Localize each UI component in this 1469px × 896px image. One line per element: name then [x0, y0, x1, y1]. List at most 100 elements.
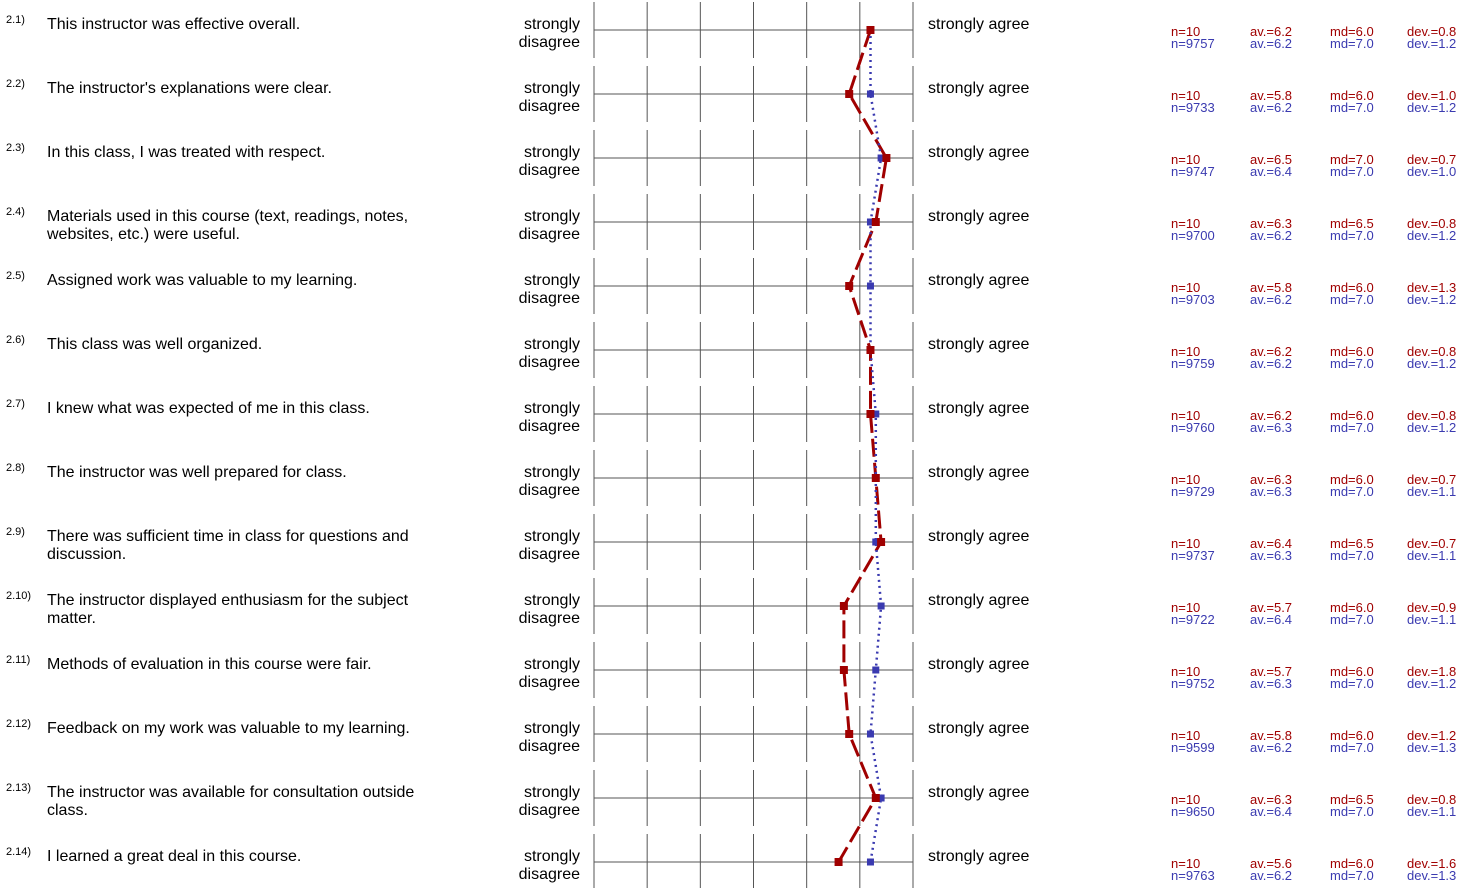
stat-n: n=9722: [1171, 612, 1215, 627]
stat-md: md=6.5: [1330, 216, 1374, 231]
stat-dev: dev.=1.2: [1407, 292, 1457, 307]
question-number: 2.7): [6, 398, 25, 410]
stat-dev: dev.=0.7: [1407, 472, 1457, 487]
stat-av: av.=6.4: [1250, 804, 1293, 819]
scale-right-label: strongly agree: [928, 16, 1030, 33]
scale-right-label: strongly agree: [928, 80, 1030, 97]
course-point: [866, 410, 875, 418]
stat-dev: dev.=0.7: [1407, 536, 1457, 551]
stat-n: n=9737: [1171, 548, 1215, 563]
stat-dev: dev.=1.2: [1407, 36, 1457, 51]
stat-av: av.=5.7: [1250, 664, 1293, 679]
course-point: [866, 346, 875, 354]
comparison-point: [872, 538, 880, 546]
scale-right-label: strongly agree: [928, 208, 1030, 225]
stat-md: md=7.0: [1330, 152, 1374, 167]
stat-n: n=10: [1171, 728, 1201, 743]
comparison-point: [866, 90, 874, 98]
stat-n: n=9703: [1171, 292, 1215, 307]
stat-md: md=7.0: [1330, 804, 1374, 819]
question-row: 2.8) The instructor was well prepared fo…: [0, 448, 1469, 512]
question-text: There was sufficient time in class for q…: [47, 528, 409, 563]
question-text: Methods of evaluation in this course wer…: [47, 656, 372, 673]
scale-left-label: strongly disagree: [518, 464, 580, 499]
stat-av: av.=6.5: [1250, 152, 1293, 167]
scale-left-label: strongly disagree: [518, 208, 580, 243]
stat-av: av.=5.8: [1250, 728, 1293, 743]
stat-dev: dev.=1.3: [1407, 280, 1457, 295]
stat-av: av.=5.6: [1250, 856, 1293, 871]
question-row: 2.2) The instructor's explanations were …: [0, 64, 1469, 128]
question-row: 2.3) In this class, I was treated with r…: [0, 128, 1469, 192]
stat-av: av.=5.7: [1250, 600, 1293, 615]
stat-n: n=9757: [1171, 36, 1215, 51]
comparison-point: [866, 858, 874, 866]
scale-right-label: strongly agree: [928, 336, 1030, 353]
question-row: 2.5) Assigned work was valuable to my le…: [0, 256, 1469, 320]
stat-dev: dev.=1.2: [1407, 728, 1457, 743]
course-point: [839, 602, 848, 610]
question-number: 2.12): [6, 718, 32, 730]
scale-left-label: strongly disagree: [518, 272, 580, 307]
stat-md: md=7.0: [1330, 676, 1374, 691]
course-point: [834, 858, 843, 866]
stat-av: av.=6.2: [1250, 344, 1293, 359]
stat-n: n=9729: [1171, 484, 1215, 499]
course-point: [871, 474, 880, 482]
stat-dev: dev.=1.2: [1407, 228, 1457, 243]
stat-av: av.=6.4: [1250, 612, 1293, 627]
scale-left-label: strongly disagree: [518, 720, 580, 755]
question-text: I learned a great deal in this course.: [47, 848, 302, 865]
stat-md: md=7.0: [1330, 164, 1374, 179]
question-number: 2.1): [6, 14, 25, 26]
scale-right-label: strongly agree: [928, 144, 1030, 161]
course-point: [845, 90, 854, 98]
question-number: 2.3): [6, 142, 25, 154]
stat-dev: dev.=1.8: [1407, 664, 1457, 679]
stat-md: md=7.0: [1330, 420, 1374, 435]
scale-left-label: strongly disagree: [518, 848, 580, 883]
stat-n: n=10: [1171, 664, 1201, 679]
stat-av: av.=6.3: [1250, 420, 1293, 435]
stat-av: av.=6.3: [1250, 676, 1293, 691]
question-number: 2.11): [6, 654, 31, 666]
course-series-line: [837, 29, 888, 863]
question-number: 2.5): [6, 270, 25, 282]
stat-av: av.=6.3: [1250, 472, 1293, 487]
stat-md: md=6.0: [1330, 344, 1374, 359]
stat-n: n=10: [1171, 344, 1201, 359]
stat-av: av.=6.2: [1250, 228, 1293, 243]
stat-n: n=9760: [1171, 420, 1215, 435]
stat-md: md=7.0: [1330, 292, 1374, 307]
scale-right-label: strongly agree: [928, 528, 1030, 545]
question-number: 2.13): [6, 782, 32, 794]
question-number: 2.14): [6, 846, 32, 858]
stat-av: av.=5.8: [1250, 280, 1293, 295]
question-text: The instructor was well prepared for cla…: [47, 464, 347, 481]
course-point: [871, 794, 880, 802]
stat-dev: dev.=1.2: [1407, 100, 1457, 115]
question-number: 2.10): [6, 590, 32, 602]
scale-right-label: strongly agree: [928, 464, 1030, 481]
stat-md: md=7.0: [1330, 612, 1374, 627]
stat-md: md=7.0: [1330, 740, 1374, 755]
comparison-point: [877, 154, 885, 162]
stat-n: n=10: [1171, 856, 1201, 871]
scale-left-label: strongly disagree: [518, 656, 580, 691]
stat-dev: dev.=1.1: [1407, 548, 1457, 563]
stat-md: md=6.0: [1330, 408, 1374, 423]
question-number: 2.8): [6, 462, 25, 474]
stat-n: n=10: [1171, 152, 1201, 167]
stat-av: av.=6.2: [1250, 868, 1293, 883]
stat-md: md=7.0: [1330, 356, 1374, 371]
question-row: 2.11) Methods of evaluation in this cour…: [0, 640, 1469, 704]
stat-md: md=6.0: [1330, 88, 1374, 103]
stat-av: av.=6.3: [1250, 484, 1293, 499]
course-point: [839, 666, 848, 674]
comparison-point: [872, 410, 880, 418]
question-text: In this class, I was treated with respec…: [47, 144, 326, 161]
comparison-point: [872, 666, 880, 674]
question-row: 2.7) I knew what was expected of me in t…: [0, 384, 1469, 448]
stat-md: md=6.0: [1330, 600, 1374, 615]
